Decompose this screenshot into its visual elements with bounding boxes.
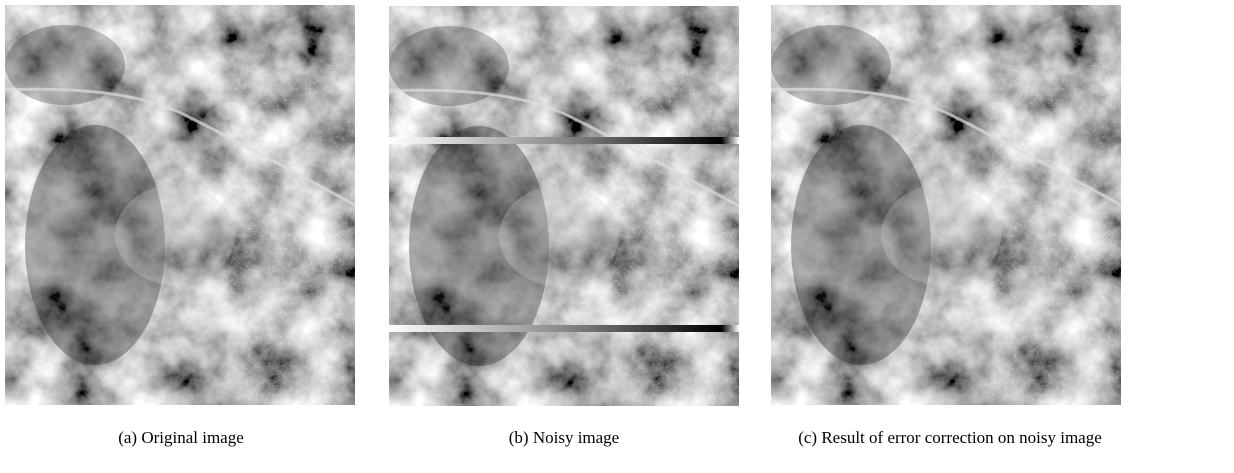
original-image bbox=[5, 5, 355, 405]
noise-stripe bbox=[389, 137, 739, 144]
caption: (a) Original image bbox=[118, 428, 244, 447]
panel-a: (a) Original image bbox=[5, 5, 355, 447]
panel-c: (c) Result of error correction on noisy … bbox=[771, 5, 1121, 447]
panel-b: (b) Noisy image bbox=[389, 6, 739, 447]
noise-stripe bbox=[389, 325, 739, 332]
caption: (b) Noisy image bbox=[509, 428, 619, 447]
corrected-image bbox=[771, 5, 1121, 405]
noisy-image bbox=[389, 6, 739, 406]
caption: (c) Result of error correction on noisy … bbox=[798, 428, 1102, 447]
